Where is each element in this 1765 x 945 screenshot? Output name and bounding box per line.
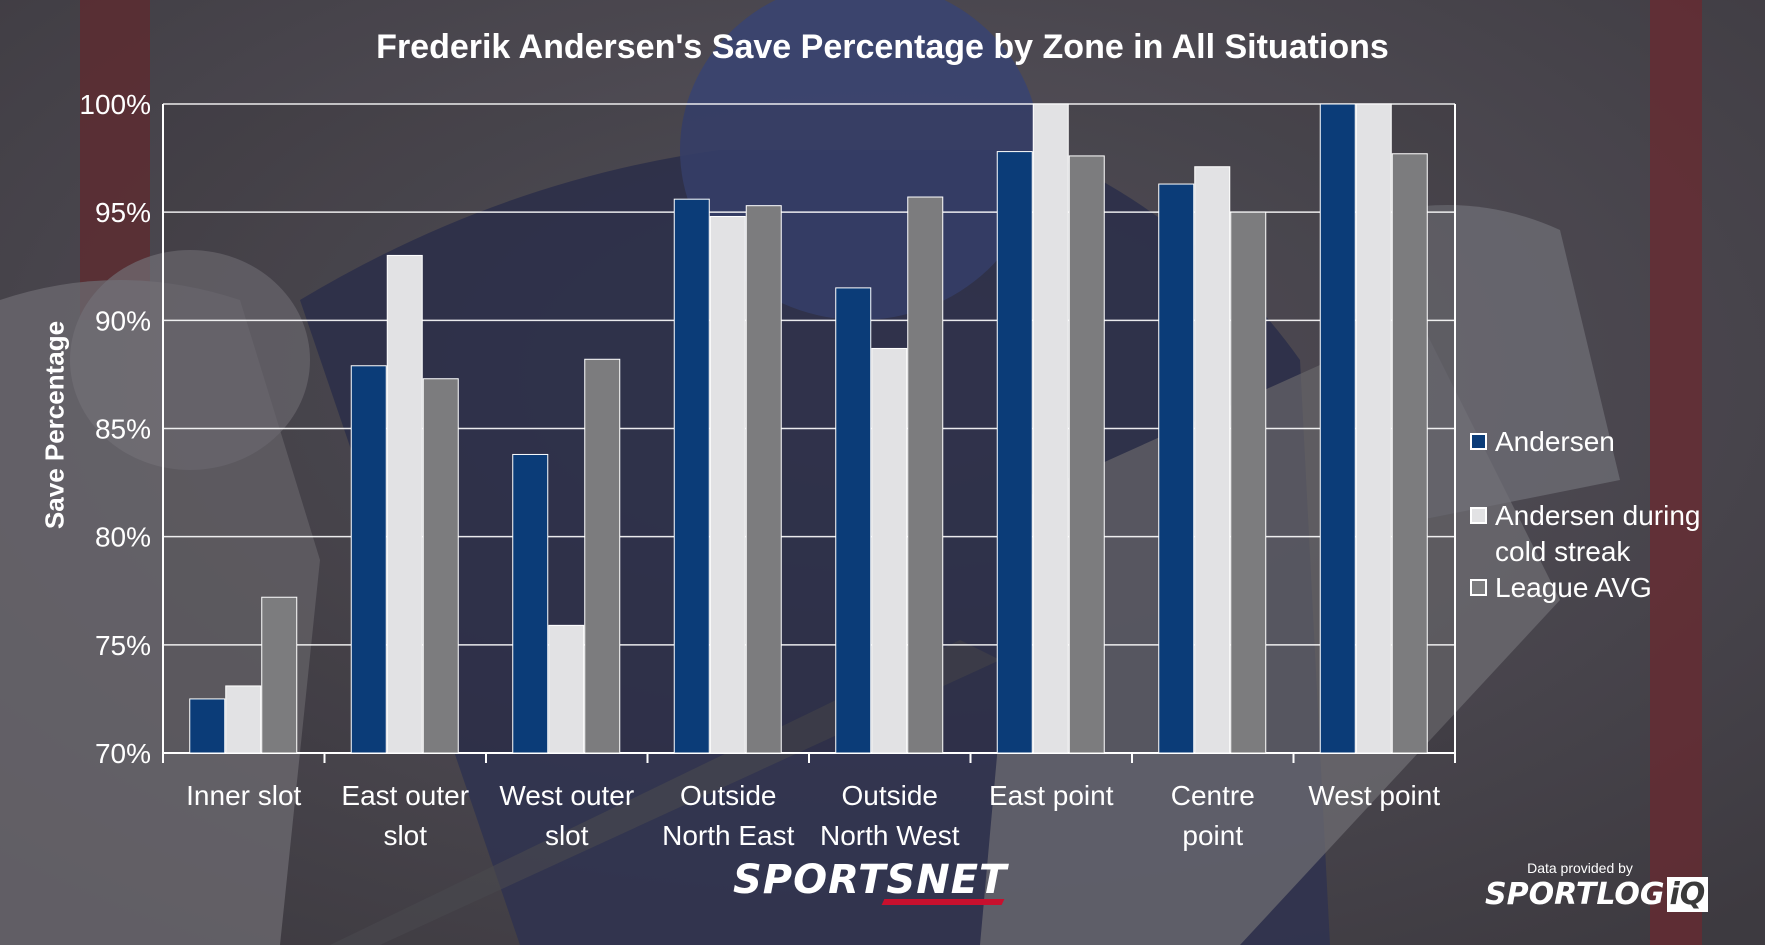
bar-league-avg xyxy=(745,205,782,754)
sportlogiq-logo-iq: iQ xyxy=(1666,877,1709,912)
sportsnet-logo-text: SPORTSNET xyxy=(733,857,1008,903)
bar-league-avg xyxy=(422,378,459,754)
bar-league-avg xyxy=(1230,211,1267,754)
y-axis-label: Save Percentage xyxy=(39,320,70,530)
x-tick-label: North West xyxy=(820,820,960,851)
bar-andersen xyxy=(673,198,710,754)
sportsnet-logo-swoosh xyxy=(881,899,1005,905)
y-tick-label: 95% xyxy=(95,197,151,228)
legend-label-andersen: Andersen xyxy=(1495,426,1615,457)
bar-cold-streak xyxy=(871,347,908,754)
legend-swatch-andersen xyxy=(1470,433,1487,450)
x-tick-label: Inner slot xyxy=(186,780,301,811)
x-tick-label: point xyxy=(1182,820,1243,851)
bar-andersen xyxy=(835,287,872,754)
sportlogiq-logo-main: SPORTLOG xyxy=(1485,877,1665,912)
x-tick-label: slot xyxy=(545,820,589,851)
x-tick-label: slot xyxy=(383,820,427,851)
y-tick-label: 70% xyxy=(95,738,151,769)
bar-league-avg xyxy=(1391,153,1428,754)
x-tick-label: East outer xyxy=(341,780,469,811)
x-tick-label: North East xyxy=(662,820,794,851)
y-tick-label: 85% xyxy=(95,414,151,445)
y-tick-label: 90% xyxy=(95,305,151,336)
legend-swatch-league-avg xyxy=(1470,579,1487,596)
bar-cold-streak xyxy=(1032,103,1069,754)
x-tick-label: West outer xyxy=(499,780,634,811)
bar-andersen xyxy=(1319,103,1356,754)
x-tick-label: Centre xyxy=(1171,780,1255,811)
legend-item-andersen: Andersen xyxy=(1470,424,1745,460)
legend-item-league-avg: League AVG xyxy=(1470,570,1745,606)
bar-league-avg xyxy=(1068,155,1105,754)
bar-cold-streak xyxy=(709,215,746,754)
bar-cold-streak xyxy=(548,624,585,754)
bar-andersen xyxy=(189,698,226,754)
data-credit-text: Data provided by xyxy=(1527,860,1633,876)
bar-andersen xyxy=(512,453,549,754)
bar-league-avg xyxy=(584,358,621,754)
bar-andersen xyxy=(1158,183,1195,754)
legend-label-cold-streak: Andersen during cold streak xyxy=(1495,500,1701,567)
bar-cold-streak xyxy=(1194,166,1231,754)
x-tick-label: East point xyxy=(989,780,1114,811)
x-tick-label: Outside xyxy=(680,780,777,811)
legend-label-league-avg: League AVG xyxy=(1495,572,1652,603)
sportlogiq-logo: SPORTLOG iQ xyxy=(1485,877,1709,912)
y-tick-label: 100% xyxy=(79,89,151,120)
bar-andersen xyxy=(996,151,1033,754)
chart-title: Frederik Andersen's Save Percentage by Z… xyxy=(376,28,1389,66)
bar-cold-streak xyxy=(1355,103,1392,754)
x-tick-label: Outside xyxy=(842,780,939,811)
bar-league-avg xyxy=(907,196,944,754)
bar-cold-streak xyxy=(386,254,423,754)
sportsnet-logo: SPORTSNET xyxy=(733,857,1033,907)
y-tick-label: 75% xyxy=(95,630,151,661)
bar-cold-streak xyxy=(225,685,262,754)
bar-league-avg xyxy=(261,596,298,754)
legend-swatch-cold-streak xyxy=(1470,507,1487,524)
bar-andersen xyxy=(350,365,387,754)
x-tick-label: West point xyxy=(1308,780,1440,811)
y-tick-label: 80% xyxy=(95,522,151,553)
legend-item-cold-streak: Andersen during cold streak xyxy=(1470,498,1745,570)
